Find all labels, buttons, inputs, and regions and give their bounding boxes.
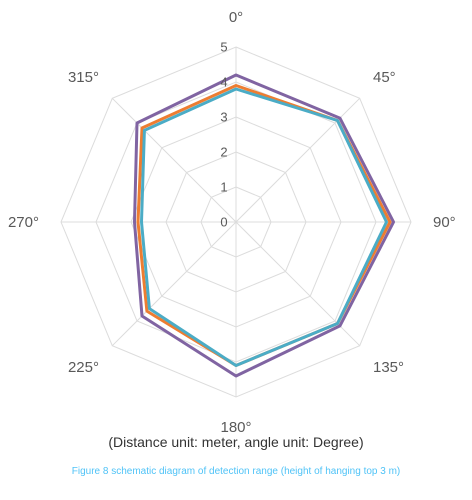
angle-label: 0° [229, 9, 243, 26]
series-layer [133, 73, 395, 378]
angle-label: 225° [68, 359, 99, 376]
angle-label: 270° [8, 214, 39, 231]
radial-tick-labels: 0 1 2 3 4 5 [220, 40, 227, 230]
angle-label: 315° [68, 69, 99, 86]
radial-tick-label: 0 [220, 215, 227, 230]
series-line-1 [133, 73, 395, 378]
series-line-2 [136, 84, 392, 367]
angle-label: 135° [373, 359, 404, 376]
radial-tick-label: 3 [220, 110, 227, 125]
radar-chart-svg: 0 1 2 3 4 5 0° 45° 90° 135° 180° 225° 270° 315° [8, 9, 456, 436]
figure-caption: Figure 8 schematic diagram of detection … [71, 466, 401, 477]
angle-labels: 0° 45° 90° 135° 180° 225° 270° 315° [8, 9, 456, 436]
angle-label: 45° [373, 69, 396, 86]
units-caption: (Distance unit: meter, angle unit: Degre… [108, 434, 364, 450]
angle-label: 180° [220, 419, 251, 436]
spoke-5 [111, 221, 237, 347]
angle-label: 90° [433, 214, 456, 231]
spoke-7 [111, 97, 237, 223]
series-line-3 [140, 87, 388, 367]
radial-tick-label: 4 [220, 75, 227, 90]
radial-tick-label: 5 [220, 40, 227, 55]
radial-tick-label: 1 [220, 180, 227, 195]
grid-layer [60, 46, 412, 398]
radial-tick-label: 2 [220, 145, 227, 160]
radar-chart: 0 1 2 3 4 5 0° 45° 90° 135° 180° 225° 270° 315° [8, 9, 456, 436]
